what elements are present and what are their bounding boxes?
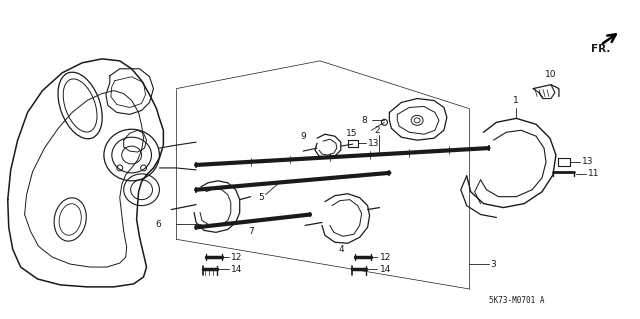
Text: 5: 5	[259, 193, 264, 202]
Text: 11: 11	[588, 169, 599, 178]
Text: 10: 10	[545, 70, 557, 79]
Text: 7: 7	[248, 227, 253, 236]
Text: 2: 2	[374, 126, 380, 135]
Text: 5K73-M0701 A: 5K73-M0701 A	[488, 296, 544, 305]
Text: 12: 12	[380, 253, 391, 262]
Text: 8: 8	[362, 116, 367, 125]
Text: 6: 6	[156, 220, 161, 229]
Text: 9: 9	[300, 132, 306, 141]
Text: 14: 14	[380, 264, 391, 273]
Text: 3: 3	[490, 260, 496, 269]
Text: 13: 13	[582, 158, 593, 167]
Text: FR.: FR.	[591, 44, 610, 54]
Text: 15: 15	[346, 129, 358, 138]
Text: 1: 1	[513, 96, 519, 105]
Text: 14: 14	[231, 264, 242, 273]
Text: 13: 13	[367, 139, 379, 148]
Text: 4: 4	[339, 245, 344, 254]
Text: 12: 12	[231, 253, 242, 262]
